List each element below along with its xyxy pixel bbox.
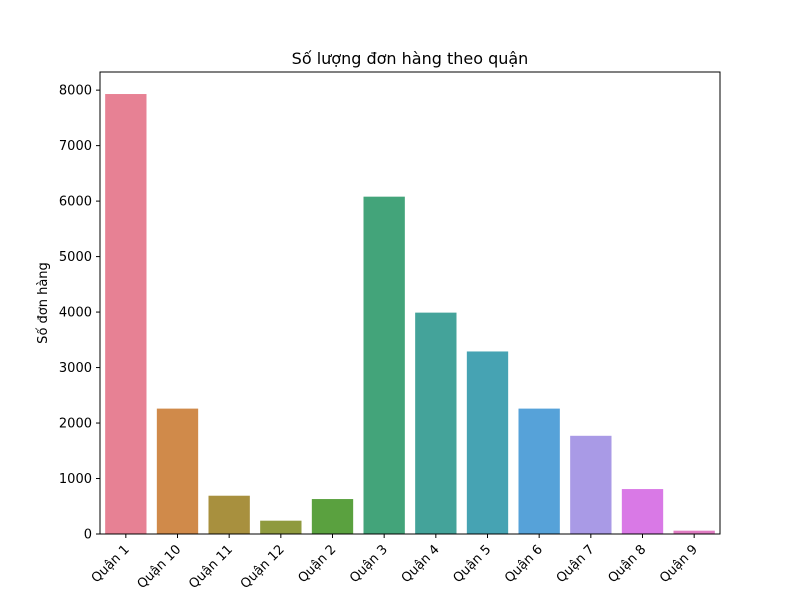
bar [570, 435, 612, 534]
x-tick-label: Quận 1 [89, 542, 133, 586]
bar [466, 351, 509, 534]
bar [621, 489, 664, 534]
y-tick-label: 6000 [59, 195, 92, 210]
plot-frame [99, 71, 721, 535]
x-tick-label: Quận 4 [399, 542, 443, 586]
bar [415, 312, 457, 534]
y-tick-label: 8000 [59, 84, 92, 99]
x-tick-label: Quận 3 [347, 542, 391, 586]
x-tick-label: Quận 9 [657, 542, 701, 586]
bar [260, 520, 302, 534]
y-axis-ticks: 0 1000 2000 3000 4000 5000 6000 7000 8000 [59, 84, 100, 543]
y-tick-label: 1000 [59, 472, 92, 487]
y-tick-label: 3000 [59, 361, 92, 376]
bar [311, 499, 354, 534]
x-tick-label: Quận 10 [135, 542, 185, 592]
bar [105, 94, 147, 534]
x-tick-label: Quận 8 [605, 542, 649, 586]
x-tick-label: Quận 7 [554, 542, 598, 586]
bars-group [105, 94, 715, 534]
y-tick-label: 2000 [59, 417, 92, 432]
y-tick-label: 7000 [59, 139, 92, 154]
bar [673, 530, 715, 534]
x-tick-label: Quận 2 [295, 542, 339, 586]
chart-title: Số lượng đơn hàng theo quận [292, 49, 529, 68]
bar [156, 408, 199, 534]
x-tick-label: Quận 12 [238, 542, 288, 592]
bar [208, 495, 250, 534]
bar [518, 408, 560, 534]
x-tick-label: Quận 6 [502, 542, 546, 586]
y-tick-label: 0 [84, 528, 92, 543]
x-tick-label: Quận 11 [186, 542, 236, 592]
x-tick-label: Quận 5 [450, 542, 494, 586]
y-axis-title: Số đơn hàng [36, 262, 51, 344]
bar [363, 196, 405, 534]
y-tick-label: 5000 [59, 250, 92, 265]
y-tick-label: 4000 [59, 306, 92, 321]
